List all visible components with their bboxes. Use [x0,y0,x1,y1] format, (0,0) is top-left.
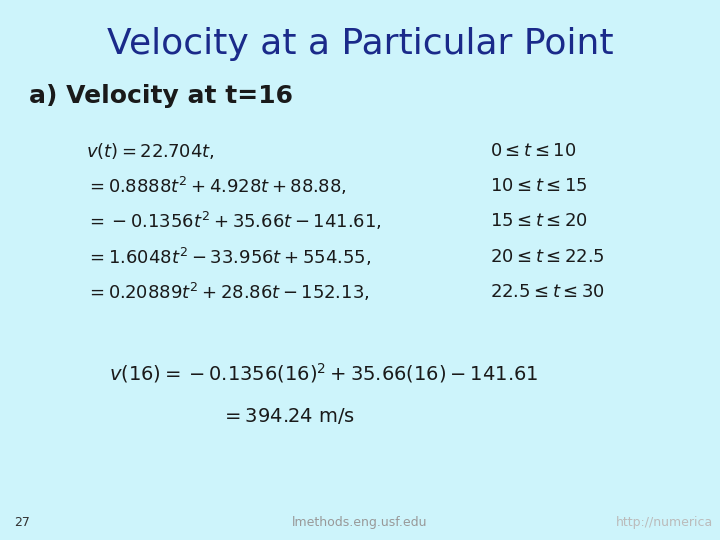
Text: $v(t) = 22.704t,$: $v(t) = 22.704t,$ [86,141,215,161]
Text: $22.5 \leq t \leq 30$: $22.5 \leq t \leq 30$ [490,282,605,301]
Text: $= 0.20889t^{2} + 28.86t - 152.13,$: $= 0.20889t^{2} + 28.86t - 152.13,$ [86,281,370,302]
Text: $= -0.1356t^{2} + 35.66t - 141.61,$: $= -0.1356t^{2} + 35.66t - 141.61,$ [86,211,382,232]
Text: $= 1.6048t^{2} - 33.956t + 554.55,$: $= 1.6048t^{2} - 33.956t + 554.55,$ [86,246,372,267]
Text: $10 \leq t \leq 15$: $10 \leq t \leq 15$ [490,177,587,195]
Text: Velocity at a Particular Point: Velocity at a Particular Point [107,27,613,61]
Text: lmethods.eng.usf.edu: lmethods.eng.usf.edu [292,516,428,529]
Text: $0 \leq t \leq 10$: $0 \leq t \leq 10$ [490,142,576,160]
Text: $= 394.24\ \mathrm{m/s}$: $= 394.24\ \mathrm{m/s}$ [221,406,355,426]
Text: a) Velocity at t=16: a) Velocity at t=16 [29,84,293,107]
Text: $= 0.8888t^{2} + 4.928t + 88.88,$: $= 0.8888t^{2} + 4.928t + 88.88,$ [86,176,347,197]
Text: $v(16) = -0.1356(16)^{2} + 35.66(16) - 141.61$: $v(16) = -0.1356(16)^{2} + 35.66(16) - 1… [109,361,539,384]
Text: http://numerica: http://numerica [616,516,713,529]
Text: $20 \leq t \leq 22.5$: $20 \leq t \leq 22.5$ [490,247,604,266]
Text: $15 \leq t \leq 20$: $15 \leq t \leq 20$ [490,212,588,231]
Text: 27: 27 [14,516,30,529]
